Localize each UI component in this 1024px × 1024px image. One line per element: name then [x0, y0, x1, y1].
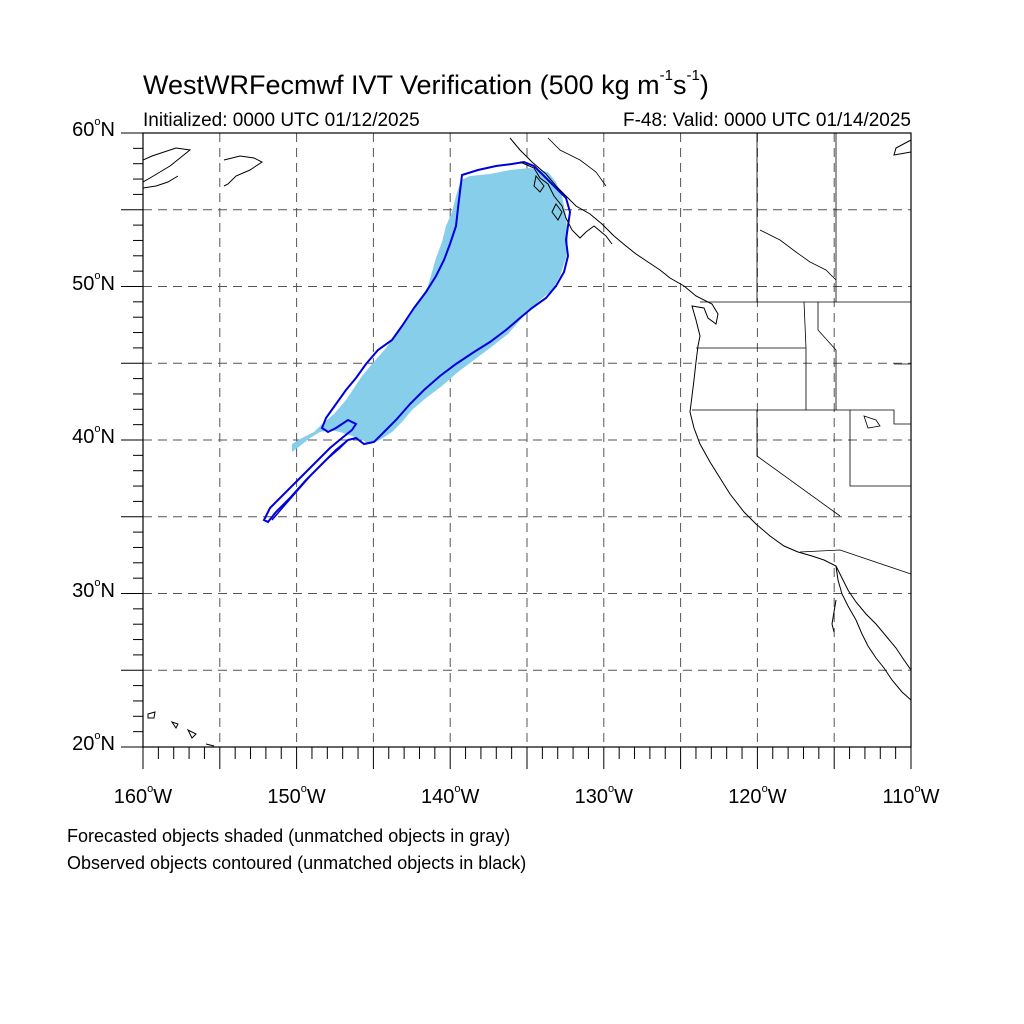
forecast-object-shade [292, 168, 568, 452]
coastline-north-america [509, 137, 911, 671]
border-state-lines [692, 301, 911, 575]
observed-object-inner-contour [271, 439, 349, 521]
legend-observed-note: Observed objects contoured (unmatched ob… [67, 853, 527, 873]
coastline-alaska [143, 147, 263, 189]
lon-label-110: 110oW [882, 783, 940, 808]
lat-label-60: 60oN [72, 116, 115, 141]
legend-forecast-note: Forecasted objects shaded (unmatched obj… [67, 826, 511, 846]
lon-label-150: 150oW [267, 783, 326, 808]
lat-label-30: 30oN [72, 576, 115, 602]
rivers-lakes [759, 229, 881, 429]
lon-label-140: 140oW [420, 783, 480, 808]
lon-label-120: 120oW [728, 783, 787, 808]
lat-label-20: 20oN [72, 730, 115, 755]
lat-label-50: 50oN [72, 269, 115, 295]
coastline-hawaii [147, 711, 215, 747]
initialized-time: Initialized: 0000 UTC 01/12/2025 [143, 110, 420, 131]
lon-label-160: 160oW [113, 783, 173, 808]
coastline-baja [831, 565, 911, 701]
border-canada-provinces [547, 133, 837, 302]
coastline-bc-islands [519, 161, 613, 245]
lat-label-40: 40oN [72, 423, 115, 448]
axis-ticks [121, 132, 912, 769]
lon-label-130: 130oW [574, 783, 633, 808]
valid-time: F-48: Valid: 0000 UTC 01/14/2025 [623, 110, 911, 131]
chart-title: WestWRFecmwf IVT Verification (500 kg m-… [143, 67, 709, 100]
